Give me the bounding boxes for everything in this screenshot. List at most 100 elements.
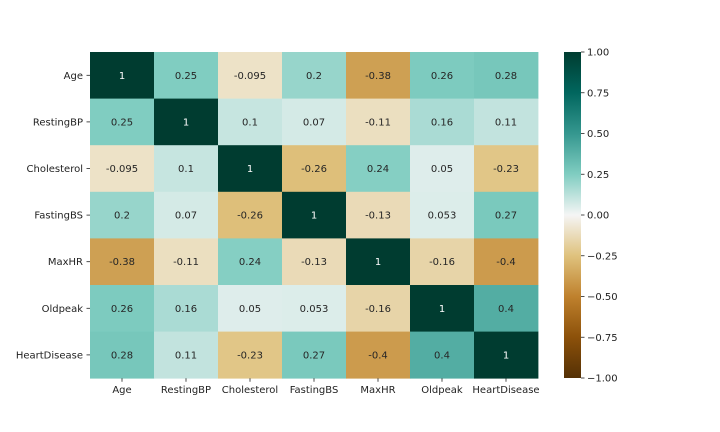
heatmap-cell xyxy=(474,238,539,286)
cell-annotation: -0.23 xyxy=(237,350,263,361)
cell-annotation: 0.26 xyxy=(431,71,453,82)
heatmap-cell xyxy=(218,191,283,239)
heatmap-cell xyxy=(154,331,219,379)
colorbar-tick-label: −0.75 xyxy=(587,333,618,344)
heatmap-cell xyxy=(474,145,539,193)
heatmap-cell xyxy=(90,238,155,286)
cell-annotation: -0.38 xyxy=(365,71,391,82)
heatmap-cell xyxy=(346,98,411,146)
cell-annotation: 1 xyxy=(247,164,253,175)
cell-annotation: -0.23 xyxy=(493,164,519,175)
x-tick-label: FastingBS xyxy=(290,385,339,396)
colorbar-gradient xyxy=(564,52,581,378)
cell-annotation: -0.095 xyxy=(106,164,138,175)
cell-annotation: -0.13 xyxy=(301,257,327,268)
heatmap-cell xyxy=(282,285,347,332)
heatmap-cell xyxy=(410,191,475,239)
x-tick-label: Age xyxy=(112,385,131,396)
heatmap-cell xyxy=(282,98,347,146)
cell-annotation: 0.05 xyxy=(239,304,261,315)
heatmap-cell xyxy=(90,191,155,239)
cell-annotation: 0.07 xyxy=(303,117,325,128)
cell-annotation: -0.16 xyxy=(365,304,391,315)
cell-annotation: 1 xyxy=(439,304,445,315)
heatmap-cell xyxy=(410,52,475,99)
cell-annotation: 1 xyxy=(375,257,381,268)
cell-annotation: -0.26 xyxy=(301,164,327,175)
cell-annotation: -0.11 xyxy=(173,257,199,268)
cell-annotation: 0.11 xyxy=(495,117,517,128)
y-tick-label: Oldpeak xyxy=(42,304,84,315)
cell-annotation: 0.2 xyxy=(306,71,322,82)
cell-annotation: 1 xyxy=(503,350,509,361)
cell-annotation: 0.26 xyxy=(111,304,133,315)
heatmap-cell xyxy=(218,285,283,332)
heatmap-cell xyxy=(90,145,155,193)
heatmap-cell xyxy=(90,52,155,99)
heatmap-cell xyxy=(474,331,539,379)
cell-annotation: 0.2 xyxy=(114,211,130,222)
cell-annotation: 1 xyxy=(119,71,125,82)
heatmap-cell xyxy=(346,285,411,332)
heatmap-cell xyxy=(154,52,219,99)
y-tick-label: MaxHR xyxy=(48,257,83,268)
y-axis: Age RestingBP Cholesterol FastingBS MaxHR Old… xyxy=(16,71,90,361)
heatmap-cell xyxy=(154,191,219,239)
heatmap-cell xyxy=(410,145,475,193)
heatmap-cell xyxy=(346,145,411,193)
x-tick-label: Oldpeak xyxy=(421,385,463,396)
cell-annotation: 0.27 xyxy=(495,211,517,222)
heatmap-cell xyxy=(474,285,539,332)
heatmap-cell xyxy=(154,285,219,332)
colorbar-tick-label: 0.50 xyxy=(587,129,609,140)
cell-annotation: 0.053 xyxy=(428,211,457,222)
heatmap-cell xyxy=(346,331,411,379)
colorbar-tick-label: 0.25 xyxy=(587,170,609,181)
y-tick-label: Age xyxy=(64,71,83,82)
cell-annotation: -0.16 xyxy=(429,257,455,268)
heatmap-cell xyxy=(282,331,347,379)
x-tick-label: MaxHR xyxy=(360,385,395,396)
heatmap-cell xyxy=(218,331,283,379)
cell-annotation: -0.13 xyxy=(365,211,391,222)
cell-annotation: 0.16 xyxy=(431,117,453,128)
y-tick-label: FastingBS xyxy=(34,211,83,222)
heatmap-cell xyxy=(154,238,219,286)
cell-annotation: -0.4 xyxy=(368,350,388,361)
cell-annotation: -0.11 xyxy=(365,117,391,128)
cell-annotation: 1 xyxy=(183,117,189,128)
cell-annotation: 0.24 xyxy=(367,164,389,175)
y-tick-label: HeartDisease xyxy=(16,350,83,361)
heatmap-cell xyxy=(90,331,155,379)
heatmap-cell xyxy=(218,52,283,99)
cell-annotation: -0.4 xyxy=(496,257,516,268)
heatmap-cell xyxy=(474,98,539,146)
cell-annotation: -0.26 xyxy=(237,211,263,222)
cell-annotation: 0.25 xyxy=(175,71,197,82)
heatmap-cell xyxy=(346,238,411,286)
heatmap-cell xyxy=(346,52,411,99)
heatmap-cell xyxy=(90,285,155,332)
heatmap-cell xyxy=(282,52,347,99)
heatmap-cell xyxy=(218,98,283,146)
colorbar-tick-label: −0.50 xyxy=(587,292,618,303)
colorbar-tick-label: −1.00 xyxy=(587,374,618,385)
colorbar-tick-label: −0.25 xyxy=(587,251,618,262)
heatmap-cell xyxy=(474,191,539,239)
heatmap-cells xyxy=(90,52,539,379)
cell-annotation: 1 xyxy=(311,211,317,222)
cell-annotation: 0.28 xyxy=(495,71,517,82)
heatmap-cell xyxy=(410,285,475,332)
y-tick-label: RestingBP xyxy=(33,117,83,128)
colorbar: 1.00 0.75 0.50 0.25 0.00 −0.25 −0.50 −0.75 −1.00 xyxy=(564,48,618,385)
cell-annotation: 0.28 xyxy=(111,350,133,361)
heatmap-cell xyxy=(218,145,283,193)
cell-annotation: 0.4 xyxy=(498,304,514,315)
x-tick-label: RestingBP xyxy=(161,385,211,396)
cell-annotation: 0.05 xyxy=(431,164,453,175)
y-tick-label: Cholesterol xyxy=(27,164,83,175)
cell-annotation: 0.16 xyxy=(175,304,197,315)
colorbar-tick-label: 1.00 xyxy=(587,48,609,59)
heatmap-cell xyxy=(282,145,347,193)
